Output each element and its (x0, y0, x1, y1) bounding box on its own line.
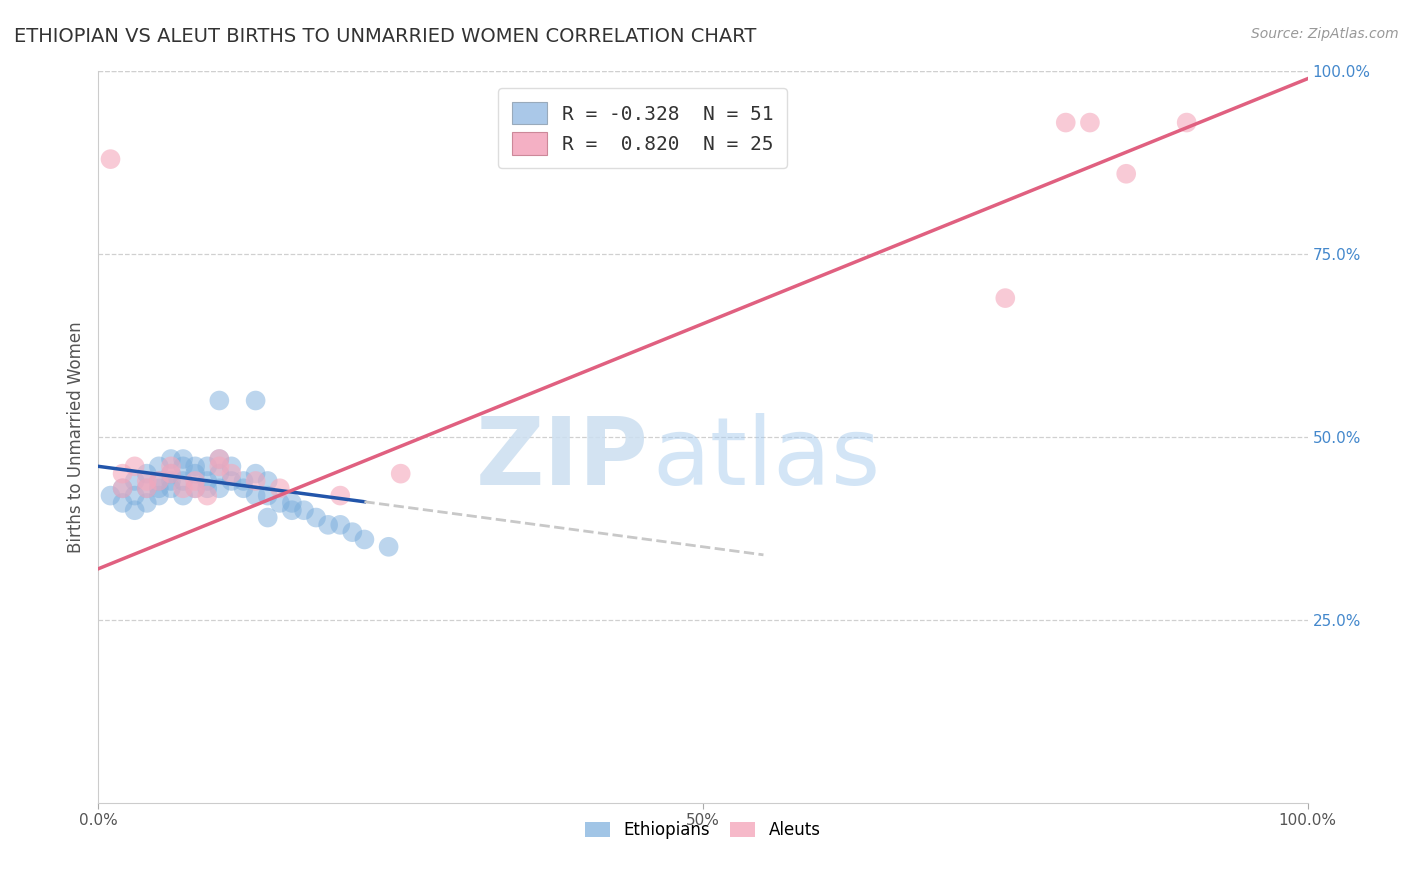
Point (256, 474, 278, 488)
Point (148, 481, 170, 495)
Point (245, 489, 267, 503)
Text: atlas: atlas (652, 413, 880, 505)
Point (208, 393, 231, 408)
Point (208, 452, 231, 467)
Point (221, 467, 243, 481)
Point (100, 489, 122, 503)
Point (195, 489, 218, 503)
Point (124, 459, 146, 474)
Point (184, 481, 207, 495)
Point (256, 489, 278, 503)
Point (100, 152, 122, 166)
Point (208, 467, 231, 481)
Point (148, 474, 170, 488)
Point (1175, 115, 1198, 129)
Point (160, 474, 183, 488)
Point (135, 496, 157, 510)
Point (269, 481, 291, 495)
Text: Source: ZipAtlas.com: Source: ZipAtlas.com (1251, 27, 1399, 41)
Point (256, 510, 278, 524)
Point (245, 393, 267, 408)
Point (1054, 115, 1077, 129)
Point (135, 481, 157, 495)
Point (1115, 167, 1137, 181)
Point (111, 467, 134, 481)
Point (184, 459, 207, 474)
Point (292, 503, 315, 517)
Point (172, 459, 194, 474)
Point (269, 496, 291, 510)
Point (195, 474, 218, 488)
Point (124, 474, 146, 488)
Point (160, 481, 183, 495)
Point (124, 489, 146, 503)
Point (281, 496, 304, 510)
Point (111, 481, 134, 495)
Point (172, 489, 194, 503)
Point (232, 481, 254, 495)
Point (208, 452, 231, 467)
Point (245, 474, 267, 488)
Text: ETHIOPIAN VS ALEUT BIRTHS TO UNMARRIED WOMEN CORRELATION CHART: ETHIOPIAN VS ALEUT BIRTHS TO UNMARRIED W… (14, 27, 756, 45)
Text: ZIP: ZIP (475, 413, 648, 505)
Point (148, 459, 170, 474)
Point (124, 503, 146, 517)
Point (160, 459, 183, 474)
Point (994, 291, 1017, 305)
Point (148, 474, 170, 488)
Point (160, 467, 183, 481)
Point (316, 517, 339, 532)
Point (111, 496, 134, 510)
Point (353, 533, 375, 547)
Point (195, 459, 218, 474)
Point (1078, 115, 1101, 129)
Point (172, 474, 194, 488)
Point (305, 510, 328, 524)
Point (329, 489, 352, 503)
Point (208, 481, 231, 495)
Point (172, 481, 194, 495)
Point (135, 474, 157, 488)
Point (208, 459, 231, 474)
Y-axis label: Births to Unmarried Women: Births to Unmarried Women (66, 321, 84, 553)
Point (184, 481, 207, 495)
Point (245, 467, 267, 481)
Point (377, 540, 399, 554)
Point (172, 452, 194, 467)
Point (135, 467, 157, 481)
Point (221, 474, 243, 488)
Point (232, 474, 254, 488)
Point (221, 459, 243, 474)
Point (135, 481, 157, 495)
Point (281, 503, 304, 517)
Point (389, 467, 412, 481)
Point (195, 481, 218, 495)
Point (111, 481, 134, 495)
Point (329, 517, 352, 532)
Point (148, 489, 170, 503)
Point (160, 452, 183, 467)
Point (342, 525, 364, 540)
Legend: Ethiopians, Aleuts: Ethiopians, Aleuts (579, 814, 827, 846)
Point (184, 474, 207, 488)
Point (160, 467, 183, 481)
Point (184, 467, 207, 481)
